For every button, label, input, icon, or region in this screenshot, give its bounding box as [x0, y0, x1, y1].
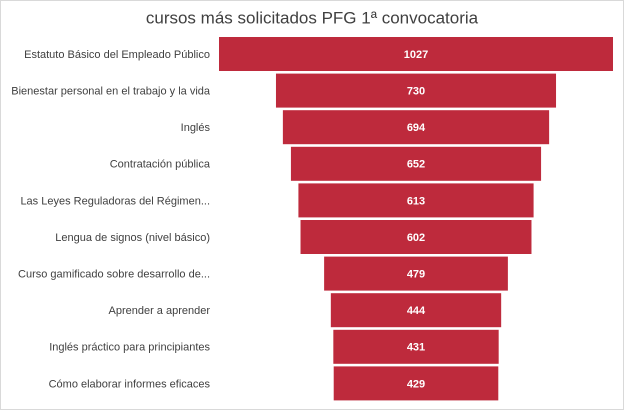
category-label: Inglés práctico para principiantes	[49, 342, 210, 354]
funnel-bar	[298, 183, 534, 218]
category-label: Cómo elaborar informes eficaces	[49, 378, 211, 390]
data-label: 730	[407, 86, 425, 98]
data-label: 431	[407, 342, 425, 354]
funnel-bar	[300, 220, 532, 254]
chart-title: cursos más solicitados PFG 1ª convocator…	[146, 8, 479, 27]
data-label: 694	[407, 122, 426, 134]
data-label: 602	[407, 232, 425, 244]
category-label: Aprender a aprender	[108, 305, 210, 317]
category-label: Lengua de signos (nivel básico)	[55, 232, 210, 244]
funnel-bar	[330, 293, 502, 328]
category-label: Contratación pública	[110, 159, 211, 171]
data-label: 652	[407, 159, 425, 171]
data-label: 429	[407, 378, 425, 390]
funnel-bar	[290, 146, 542, 181]
category-label: Curso gamificado sobre desarrollo de...	[18, 269, 210, 281]
data-label: 444	[407, 305, 426, 317]
category-label: Inglés	[181, 122, 211, 134]
data-label: 1027	[404, 49, 428, 61]
category-label: Bienestar personal en el trabajo y la vi…	[11, 86, 211, 98]
funnel-bar	[324, 256, 508, 291]
data-label: 613	[407, 195, 425, 207]
funnel-bar	[219, 37, 613, 71]
data-label: 479	[407, 269, 425, 281]
funnel-bar	[333, 366, 499, 401]
category-label: Las Leyes Reguladoras del Régimen...	[20, 195, 210, 207]
funnel-bar	[275, 73, 557, 108]
funnel-bar	[333, 329, 499, 364]
category-label: Estatuto Básico del Empleado Público	[24, 49, 210, 61]
funnel-bar	[282, 110, 550, 145]
